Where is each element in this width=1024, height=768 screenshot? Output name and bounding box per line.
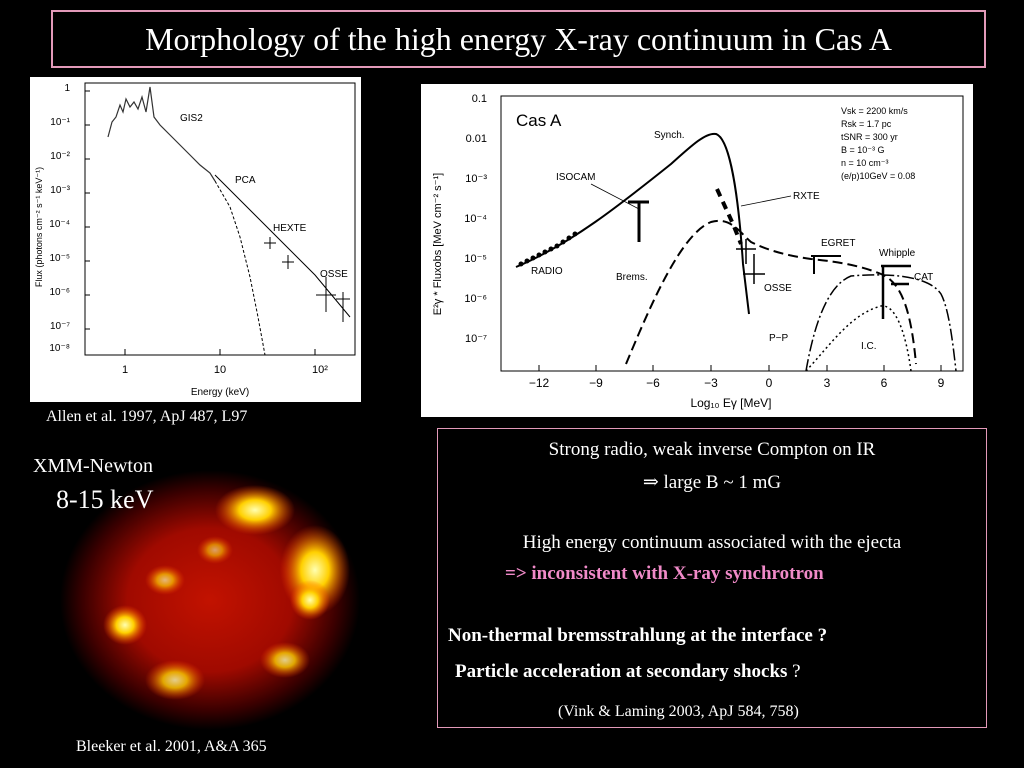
param: n = 10 cm⁻³ xyxy=(841,158,889,168)
param: Rsk = 1.7 pc xyxy=(841,119,892,129)
y-tick: 10⁻³ xyxy=(465,173,487,185)
note-line-2: ⇒ large B ~ 1 mG xyxy=(642,472,782,493)
thermal-line xyxy=(214,180,266,356)
title-box: Morphology of the high energy X-ray cont… xyxy=(51,10,986,68)
note-reference: (Vink & Laming 2003, ApJ 584, 758) xyxy=(558,703,799,720)
radio-label: RADIO xyxy=(531,266,563,277)
x-tick: −6 xyxy=(646,376,660,390)
x-tick: −9 xyxy=(589,376,603,390)
xmm-newton-image xyxy=(60,470,360,730)
y-tick: 10⁻⁴ xyxy=(49,219,70,230)
y-tick: 10⁻⁸ xyxy=(49,343,70,354)
gis2-label: GIS2 xyxy=(180,113,203,124)
x-tick: 6 xyxy=(881,376,888,390)
rxte-label: RXTE xyxy=(793,191,820,202)
y-tick: 10⁻¹ xyxy=(50,117,70,128)
synchrotron-curve xyxy=(515,132,750,315)
osse-label: OSSE xyxy=(764,283,792,294)
y-tick: 10⁻⁵ xyxy=(49,253,70,264)
left-figure-caption: Allen et al. 1997, ApJ 487, L97 xyxy=(46,408,248,425)
isocam-label: ISOCAM xyxy=(556,172,595,183)
xray-spectrum-figure: 1 10⁻¹ 10⁻² 10⁻³ 10⁻⁴ 10⁻⁵ 10⁻⁶ 10⁻⁷ 10⁻… xyxy=(30,77,361,402)
x-tick: 1 xyxy=(122,364,128,376)
x-tick: 0 xyxy=(766,376,773,390)
cat-label: CAT xyxy=(914,272,933,283)
y-tick: 10⁻⁶ xyxy=(49,287,70,298)
param: tSNR = 300 yr xyxy=(841,132,898,142)
y-tick: 10⁻⁴ xyxy=(464,213,487,225)
notes-box: Strong radio, weak inverse Compton on IR… xyxy=(437,428,987,728)
xray-spectrum-plot: 1 10⁻¹ 10⁻² 10⁻³ 10⁻⁴ 10⁻⁵ 10⁻⁶ 10⁻⁷ 10⁻… xyxy=(34,82,356,398)
y-tick: 10⁻⁵ xyxy=(464,253,487,265)
note-line-6-bold: Particle acceleration at secondary shock… xyxy=(455,661,788,682)
y-tick: 0.01 xyxy=(466,133,487,145)
gis2-spectrum-line xyxy=(107,86,216,182)
x-tick: 10² xyxy=(312,364,328,376)
synch-label: Synch. xyxy=(654,130,685,141)
xmm-caption: Bleeker et al. 2001, A&A 365 xyxy=(76,738,267,755)
egret-label: EGRET xyxy=(821,238,855,249)
y-tick: 10⁻⁷ xyxy=(465,333,487,345)
ic-curve xyxy=(805,305,912,372)
powerlaw-line xyxy=(214,174,351,318)
x-tick: −3 xyxy=(704,376,718,390)
xmm-band: 8-15 keV xyxy=(56,485,154,514)
osse-label: OSSE xyxy=(320,269,348,280)
pca-label: PCA xyxy=(235,175,256,186)
source-name: Cas A xyxy=(516,111,562,130)
note-line-3: High energy continuum associated with th… xyxy=(522,532,902,553)
y-axis-label: E²γ * Fluxobs [MeV cm⁻² s⁻¹] xyxy=(432,173,444,315)
x-tick: 3 xyxy=(824,376,831,390)
y-tick: 10⁻⁶ xyxy=(464,293,487,305)
slide-title: Morphology of the high energy X-ray cont… xyxy=(145,20,892,57)
xmm-label: XMM-Newton xyxy=(33,455,153,477)
brems-label: Brems. xyxy=(616,272,648,283)
x-tick: 9 xyxy=(938,376,945,390)
pp-curve xyxy=(805,274,957,372)
param: Vsk = 2200 km/s xyxy=(841,106,908,116)
y-tick: 10⁻² xyxy=(50,151,70,162)
y-tick: 1 xyxy=(64,83,70,94)
param: B = 10⁻³ G xyxy=(841,145,885,155)
y-tick: 10⁻³ xyxy=(50,185,70,196)
ic-label: I.C. xyxy=(861,341,877,352)
y-axis-label: Flux (photons cm⁻² s⁻¹ keV⁻¹) xyxy=(34,167,44,287)
note-line-5: Non-thermal bremsstrahlung at the interf… xyxy=(448,625,828,646)
x-axis-label: Energy (keV) xyxy=(191,387,249,398)
whipple-label: Whipple xyxy=(879,248,916,259)
sed-plot: 0.1 0.01 10⁻³ 10⁻⁴ 10⁻⁵ 10⁻⁶ 10⁻⁷ −12 −9… xyxy=(432,93,964,410)
bremsstrahlung-curve xyxy=(625,219,917,365)
x-tick: 10 xyxy=(214,364,226,376)
param: (e/p)10GeV = 0.08 xyxy=(841,171,915,181)
note-line-4: => inconsistent with X-ray synchrotron xyxy=(505,563,824,584)
x-tick: −12 xyxy=(529,376,550,390)
y-tick: 10⁻⁷ xyxy=(50,321,70,332)
y-tick: 0.1 xyxy=(472,93,487,105)
note-line-6-rest: ? xyxy=(787,661,801,682)
hexte-label: HEXTE xyxy=(273,223,307,234)
pp-label: P−P xyxy=(769,333,789,344)
note-line-6: Particle acceleration at secondary shock… xyxy=(455,661,801,683)
note-line-1: Strong radio, weak inverse Compton on IR xyxy=(548,439,876,460)
x-axis-label: Log₁₀ Eγ [MeV] xyxy=(690,396,771,410)
sed-figure: 0.1 0.01 10⁻³ 10⁻⁴ 10⁻⁵ 10⁻⁶ 10⁻⁷ −12 −9… xyxy=(421,84,973,417)
